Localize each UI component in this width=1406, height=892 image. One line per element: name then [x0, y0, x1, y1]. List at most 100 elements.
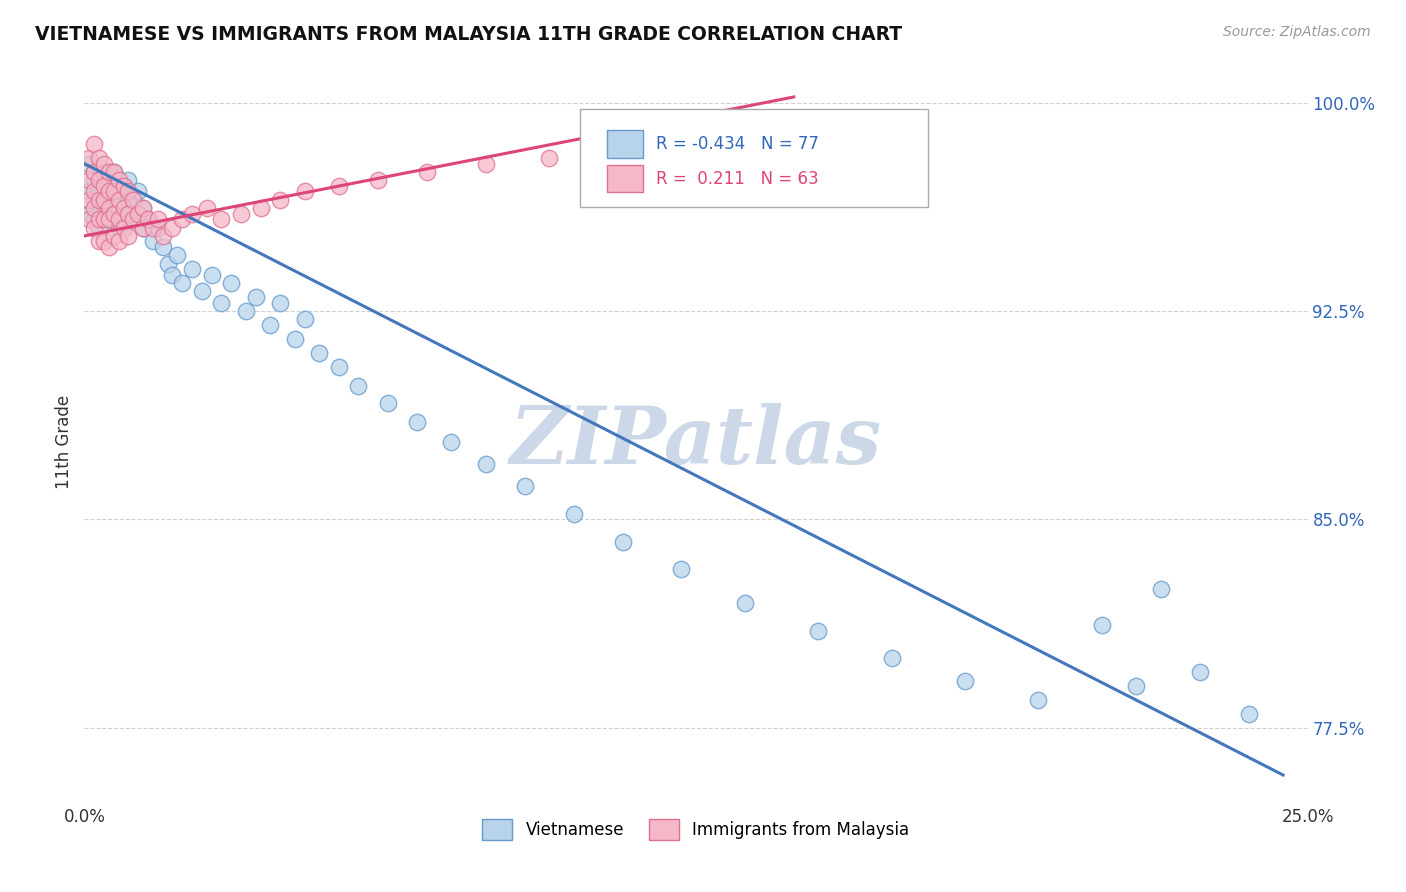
Point [953, 673, 976, 688]
Point [93, 212, 115, 227]
Y-axis label: 11th Grade: 11th Grade [55, 394, 73, 489]
Point [1125, 679, 1147, 693]
Point [87, 193, 110, 207]
Point [107, 193, 129, 207]
Point [229, 207, 252, 221]
Point [172, 212, 194, 227]
Point [146, 212, 169, 227]
Bar [606, 165, 644, 193]
Point [83, 212, 105, 227]
Point [112, 220, 135, 235]
Point [93, 207, 115, 221]
Point [166, 248, 188, 262]
Point [87, 178, 110, 193]
Point [195, 201, 218, 215]
Point [97, 201, 120, 215]
Point [107, 212, 129, 227]
Legend: Vietnamese, Immigrants from Malaysia: Vietnamese, Immigrants from Malaysia [475, 813, 917, 847]
Point [122, 212, 145, 227]
Point [77, 193, 100, 207]
Point [142, 220, 165, 235]
Point [117, 185, 139, 199]
Point [83, 185, 105, 199]
Point [162, 220, 184, 235]
Point [880, 651, 903, 665]
Text: Source: ZipAtlas.com: Source: ZipAtlas.com [1223, 25, 1371, 39]
Point [671, 562, 693, 576]
Point [146, 220, 169, 235]
Point [219, 276, 242, 290]
Point [83, 220, 105, 235]
Point [440, 434, 463, 449]
Point [235, 304, 257, 318]
Point [200, 268, 222, 282]
Point [474, 156, 496, 170]
Point [103, 207, 125, 221]
Text: R = -0.434   N = 77: R = -0.434 N = 77 [655, 135, 818, 153]
Point [97, 185, 120, 199]
Point [97, 212, 120, 227]
Point [97, 173, 120, 187]
Point [97, 212, 120, 227]
Point [284, 332, 307, 346]
Point [117, 228, 139, 243]
Point [1237, 706, 1260, 721]
FancyBboxPatch shape [579, 109, 928, 207]
Point [97, 240, 120, 254]
Bar [606, 130, 644, 158]
Point [474, 457, 496, 471]
Point [328, 359, 350, 374]
Point [347, 379, 370, 393]
Point [1028, 693, 1050, 707]
Point [87, 220, 110, 235]
Point [77, 185, 100, 199]
Point [181, 207, 204, 221]
Point [132, 201, 155, 215]
Point [117, 193, 139, 207]
Point [294, 185, 316, 199]
Point [97, 201, 120, 215]
Point [77, 151, 100, 165]
Point [112, 178, 135, 193]
Point [416, 165, 439, 179]
Point [132, 220, 155, 235]
Point [112, 212, 135, 227]
Point [103, 207, 125, 221]
Point [209, 212, 232, 227]
Point [734, 596, 756, 610]
Point [612, 137, 634, 152]
Point [249, 201, 271, 215]
Point [77, 156, 100, 170]
Point [328, 178, 350, 193]
Point [367, 173, 389, 187]
Point [612, 534, 634, 549]
Point [152, 240, 174, 254]
Point [807, 624, 830, 638]
Point [513, 479, 536, 493]
Point [112, 201, 135, 215]
Point [87, 173, 110, 187]
Point [87, 212, 110, 227]
Point [132, 201, 155, 215]
Point [77, 173, 100, 187]
Point [122, 193, 145, 207]
Point [709, 123, 731, 137]
Point [156, 257, 179, 271]
Point [122, 212, 145, 227]
Point [87, 201, 110, 215]
Point [1188, 665, 1211, 680]
Point [191, 285, 214, 299]
Point [87, 151, 110, 165]
Point [172, 276, 194, 290]
Point [83, 173, 105, 187]
Point [83, 137, 105, 152]
Point [122, 193, 145, 207]
Point [93, 235, 115, 249]
Point [83, 165, 105, 179]
Point [127, 207, 149, 221]
Point [117, 207, 139, 221]
Point [245, 290, 267, 304]
Point [93, 178, 115, 193]
Point [97, 185, 120, 199]
Point [107, 220, 129, 235]
